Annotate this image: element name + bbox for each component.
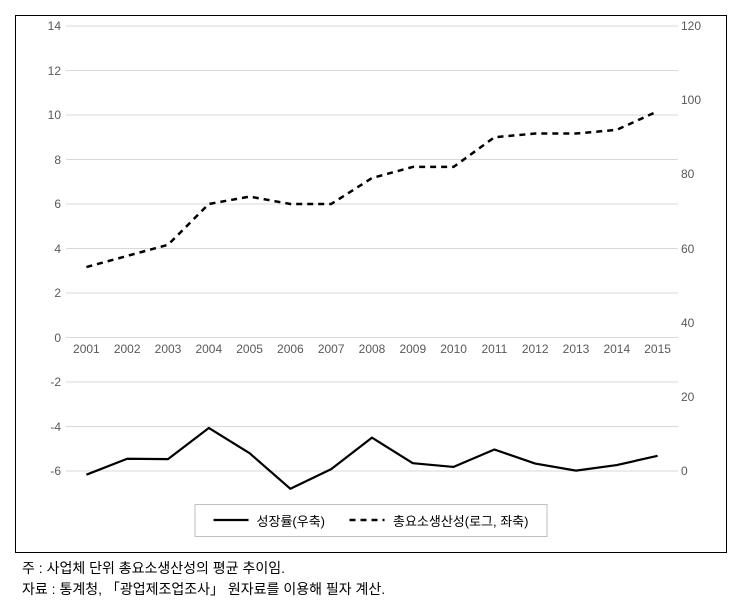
legend-line-dashed [350, 513, 385, 528]
x-tick-label: 2014 [603, 342, 630, 356]
x-tick-label: 2001 [73, 342, 100, 356]
x-tick-label: 2015 [644, 342, 671, 356]
y-left-tick-label: -2 [31, 375, 61, 389]
x-tick-label: 2004 [195, 342, 222, 356]
legend-label-tfp: 총요소생산성(로그, 좌축) [393, 511, 528, 530]
y-left-tick-label: 10 [31, 108, 61, 122]
legend: 성장률(우축) 총요소생산성(로그, 좌축) [195, 504, 548, 537]
footnote-prefix-2: 자료 : [22, 581, 59, 597]
y-right-tick-label: 40 [681, 316, 711, 330]
y-left-tick-label: 0 [31, 331, 61, 345]
y-right-tick-label: 60 [681, 242, 711, 256]
x-tick-label: 2003 [155, 342, 182, 356]
x-tick-label: 2013 [563, 342, 590, 356]
legend-label-growth: 성장률(우축) [257, 511, 325, 530]
plot-area [66, 26, 678, 471]
legend-item-growth: 성장률(우축) [214, 511, 325, 530]
footnote-text-1: 사업체 단위 총요소생산성의 평균 추이임. [47, 560, 285, 576]
y-right-tick-label: 80 [681, 167, 711, 181]
x-tick-label: 2005 [236, 342, 263, 356]
y-left-tick-label: 2 [31, 286, 61, 300]
x-tick-label: 2008 [359, 342, 386, 356]
y-left-tick-label: -6 [31, 464, 61, 478]
x-tick-label: 2006 [277, 342, 304, 356]
y-right-tick-label: 120 [681, 19, 711, 33]
y-left-tick-label: -4 [31, 420, 61, 434]
y-left-tick-label: 12 [31, 64, 61, 78]
legend-item-tfp: 총요소생산성(로그, 좌축) [350, 511, 528, 530]
chart-container: -6 -4 -2 0 2 4 6 8 10 12 14 0 20 40 60 80 100 120 2001 20… [0, 0, 742, 608]
x-tick-label: 2012 [522, 342, 549, 356]
x-tick-label: 2009 [399, 342, 426, 356]
x-tick-label: 2011 [481, 342, 507, 356]
legend-line-solid [214, 513, 249, 528]
footnote-line-1: 주 : 사업체 단위 총요소생산성의 평균 추이임. [22, 558, 385, 579]
y-left-tick-label: 14 [31, 19, 61, 33]
chart-box: -6 -4 -2 0 2 4 6 8 10 12 14 0 20 40 60 80 100 120 2001 20… [15, 15, 727, 553]
y-right-tick-label: 20 [681, 390, 711, 404]
x-tick-label: 2010 [440, 342, 467, 356]
y-left-tick-label: 8 [31, 153, 61, 167]
x-tick-label: 2002 [114, 342, 141, 356]
x-tick-label: 2007 [318, 342, 345, 356]
y-left-tick-label: 6 [31, 197, 61, 211]
footnote: 주 : 사업체 단위 총요소생산성의 평균 추이임. 자료 : 통계청, 「광업… [22, 558, 385, 600]
chart-svg [66, 26, 678, 471]
y-right-tick-label: 0 [681, 464, 711, 478]
footnote-text-2: 통계청, 「광업제조업조사」 원자료를 이용해 필자 계산. [59, 581, 385, 597]
footnote-prefix-1: 주 : [22, 560, 47, 576]
y-left-tick-label: 4 [31, 242, 61, 256]
footnote-line-2: 자료 : 통계청, 「광업제조업조사」 원자료를 이용해 필자 계산. [22, 579, 385, 600]
y-right-tick-label: 100 [681, 93, 711, 107]
